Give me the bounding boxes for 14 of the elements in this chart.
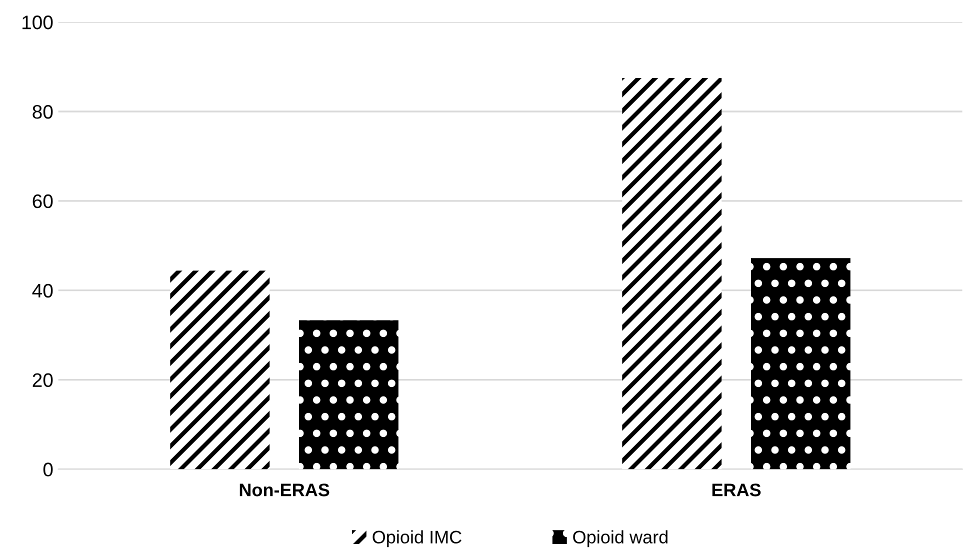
bar bbox=[170, 270, 270, 470]
y-tick-label: 80 bbox=[32, 104, 53, 119]
x-tick-label: Non-ERAS bbox=[240, 484, 330, 496]
legend-label: Opioid ward bbox=[573, 530, 668, 548]
bar bbox=[299, 320, 398, 470]
x-tick-label: ERAS bbox=[712, 484, 761, 496]
y-tick-label: 0 bbox=[43, 462, 53, 476]
legend-label: Opioid IMC bbox=[372, 530, 462, 548]
y-tick-label: 60 bbox=[32, 194, 53, 208]
y-tick-label: 20 bbox=[32, 373, 53, 388]
y-tick-label: 100 bbox=[22, 16, 53, 30]
bar bbox=[622, 78, 722, 470]
y-tick-label: 40 bbox=[32, 284, 53, 298]
bar bbox=[750, 258, 850, 470]
